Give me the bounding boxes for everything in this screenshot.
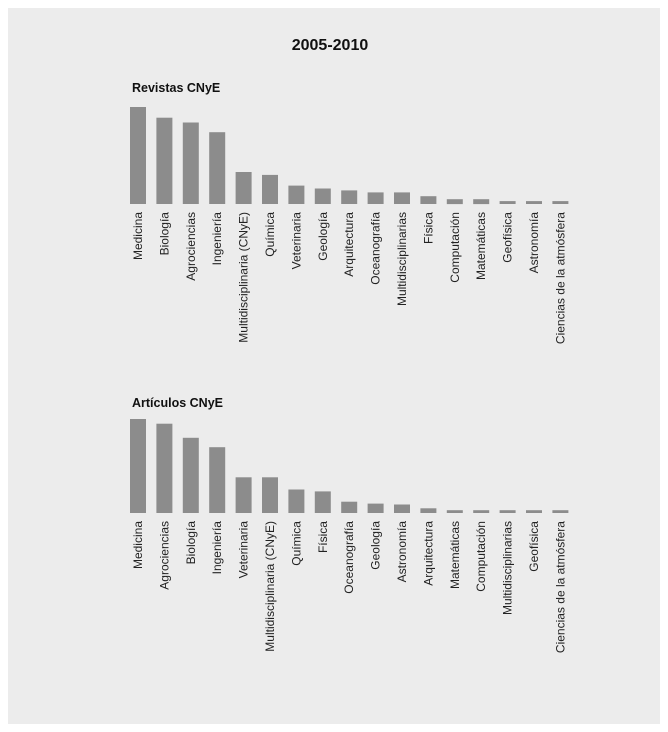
category-label-0-4: Multidisciplinaria (CNyE) bbox=[237, 212, 251, 343]
category-labels-revistas: Medicina Biología Agrociencias Ingeniería Mu… bbox=[131, 212, 567, 344]
category-label-0-6: Veterinaria bbox=[289, 212, 303, 270]
category-label-0-5: Química bbox=[263, 212, 277, 257]
category-label-0-3: Ingeniería bbox=[210, 212, 224, 266]
category-label-1-16: Ciencias de la atmósfera bbox=[553, 521, 567, 653]
chart-panel: 2005-2010 Revistas CNyE Medicina Biología… bbox=[8, 8, 660, 724]
category-label-0-16: Ciencias de la atmósfera bbox=[553, 212, 567, 344]
bar-1-7 bbox=[314, 491, 331, 513]
bar-0-4 bbox=[235, 172, 252, 204]
category-label-0-1: Biología bbox=[157, 212, 171, 256]
bar-1-15 bbox=[526, 510, 542, 513]
figure-title: 2005-2010 bbox=[292, 37, 369, 54]
bar-0-9 bbox=[367, 192, 384, 204]
category-label-1-6: Química bbox=[289, 521, 303, 566]
category-label-1-9: Geología bbox=[369, 521, 383, 570]
bar-1-5 bbox=[262, 477, 278, 513]
category-label-0-14: Geofísica bbox=[501, 212, 515, 263]
bar-0-16 bbox=[552, 201, 569, 204]
category-label-1-5: Multidisciplinaria (CNyE) bbox=[263, 521, 277, 652]
bar-1-12 bbox=[446, 510, 463, 513]
bar-0-11 bbox=[420, 196, 437, 204]
bar-0-2 bbox=[182, 122, 199, 204]
bar-0-13 bbox=[473, 199, 490, 205]
bar-1-6 bbox=[288, 489, 305, 513]
bar-1-11 bbox=[420, 508, 437, 513]
category-label-1-10: Astronomía bbox=[395, 521, 409, 583]
chart-articulos: Artículos CNyE Medicina Agrociencias Biolo… bbox=[130, 396, 569, 653]
category-label-0-12: Computación bbox=[448, 212, 462, 283]
bar-0-5 bbox=[262, 174, 278, 204]
bar-0-12 bbox=[446, 199, 463, 205]
bar-1-13 bbox=[473, 510, 490, 513]
category-label-1-2: Biología bbox=[184, 521, 198, 565]
category-label-0-9: Oceanografía bbox=[369, 212, 383, 285]
bar-0-3 bbox=[209, 132, 226, 204]
bar-1-9 bbox=[367, 503, 384, 513]
bar-0-15 bbox=[526, 201, 542, 204]
chart-title-revistas: Revistas CNyE bbox=[132, 81, 220, 95]
category-label-1-13: Computación bbox=[474, 521, 488, 592]
category-label-1-15: Geofísica bbox=[527, 521, 541, 572]
bar-0-14 bbox=[499, 201, 516, 204]
bar-1-8 bbox=[341, 501, 358, 513]
category-label-0-15: Astronomía bbox=[527, 212, 541, 274]
bars-articulos bbox=[130, 419, 569, 513]
bar-1-1 bbox=[156, 423, 173, 513]
category-label-1-0: Medicina bbox=[131, 521, 145, 569]
bar-0-6 bbox=[288, 185, 305, 204]
bar-0-7 bbox=[314, 188, 331, 204]
category-label-1-7: Física bbox=[316, 521, 330, 553]
bars-revistas bbox=[130, 107, 569, 205]
category-label-0-8: Arquitectura bbox=[342, 212, 356, 277]
bar-1-14 bbox=[499, 510, 516, 513]
category-label-1-11: Arquitectura bbox=[421, 521, 435, 586]
chart-revistas: Revistas CNyE Medicina Biología Agrocienci… bbox=[130, 81, 569, 344]
bar-1-0 bbox=[130, 419, 146, 513]
bar-0-8 bbox=[341, 190, 358, 204]
category-label-0-2: Agrociencias bbox=[184, 212, 198, 281]
category-label-0-0: Medicina bbox=[131, 212, 145, 260]
category-label-1-14: Multidisciplinarias bbox=[501, 521, 515, 615]
category-label-0-11: Física bbox=[421, 212, 435, 244]
category-label-1-3: Ingeniería bbox=[210, 521, 224, 575]
category-label-1-1: Agrociencias bbox=[157, 521, 171, 590]
bar-1-10 bbox=[394, 504, 410, 513]
bar-1-2 bbox=[182, 437, 199, 513]
category-label-1-12: Matemáticas bbox=[448, 521, 462, 589]
bar-0-10 bbox=[394, 192, 410, 204]
category-label-0-10: Multidisciplinarias bbox=[395, 212, 409, 306]
category-label-1-4: Veterinaria bbox=[237, 521, 251, 579]
category-label-0-7: Geología bbox=[316, 212, 330, 261]
bar-1-3 bbox=[209, 447, 226, 513]
category-label-1-8: Oceanografía bbox=[342, 521, 356, 594]
bar-1-4 bbox=[235, 477, 252, 513]
bar-1-16 bbox=[552, 510, 569, 513]
chart-canvas: 2005-2010 Revistas CNyE Medicina Biología… bbox=[130, 37, 569, 653]
bar-0-0 bbox=[130, 107, 146, 204]
category-label-0-13: Matemáticas bbox=[474, 212, 488, 280]
category-labels-articulos: Medicina Agrociencias Biología Ingeniería Ve… bbox=[131, 521, 567, 653]
bar-0-1 bbox=[156, 117, 173, 204]
chart-title-articulos: Artículos CNyE bbox=[132, 396, 223, 410]
